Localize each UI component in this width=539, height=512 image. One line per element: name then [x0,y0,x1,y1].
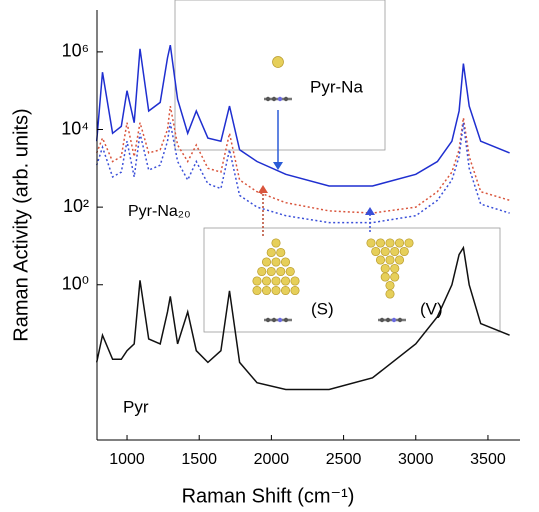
atom [265,317,271,323]
arrows [258,110,375,236]
atom [385,289,395,299]
x-tick-label: 2500 [326,451,362,468]
atom [261,276,272,286]
series-line [95,122,510,224]
x-tick-label: 3500 [470,451,506,468]
atom [380,272,390,282]
atom [271,276,281,286]
atom [272,56,284,68]
atom [375,255,386,265]
atom [257,266,267,277]
atom [380,263,390,274]
atom [391,317,397,323]
atom [385,238,395,248]
atom [390,246,400,257]
y-axis-label: Raman Activity (arb. units) [10,108,32,341]
atom [394,255,405,265]
atom [276,266,286,277]
inset-frame [174,0,386,151]
atom [271,257,281,267]
atom [277,96,283,102]
atom [276,247,286,258]
atom [290,276,300,286]
atom [271,317,277,323]
atom [271,285,281,296]
y-tick-label: 10² [63,196,89,216]
atom [252,285,262,296]
x-tick-label: 2000 [254,451,290,468]
atom [283,317,289,323]
atom [385,317,391,323]
atom [390,272,400,282]
atom [394,238,405,248]
inset-frame [203,227,501,333]
atom [266,266,276,277]
atom [366,238,376,248]
x-axis-label: Raman Shift (cm⁻¹) [182,485,355,507]
molecule-illustrations [252,56,414,323]
atom [266,247,276,258]
atom [261,257,272,267]
atom [265,96,271,102]
atom [375,238,386,248]
y-tick-label: 10⁶ [62,41,89,61]
atom [252,276,262,286]
y-tick-label: 10⁰ [62,274,89,294]
atom [385,255,395,265]
series-label: Pyr [123,397,149,416]
atom [404,238,414,248]
atom [397,317,403,323]
atom [399,246,409,257]
x-tick-label: 1000 [109,451,145,468]
atom [385,280,395,291]
annotation: Pyr-Na₂₀ [128,203,191,220]
atom [290,285,300,296]
series-line [95,44,510,187]
atom [277,317,283,323]
atom [371,246,381,257]
atom [280,257,291,267]
x-tick-label: 1500 [181,451,217,468]
atom [261,285,272,296]
atom [379,317,385,323]
atom [271,238,281,248]
series-label: (V) [420,299,443,318]
series-line [96,105,510,214]
atom [271,96,277,102]
atom [283,96,289,102]
plot-area [95,44,510,391]
atom [390,263,400,274]
series-label: (S) [311,299,334,318]
atom [380,246,390,257]
atom [280,276,291,286]
atom [285,266,295,277]
atom [280,285,291,296]
y-tick-label: 10⁴ [61,118,89,138]
x-tick-label: 3000 [398,451,434,468]
series-label: Pyr-Na [310,77,363,96]
series-line [95,245,510,391]
